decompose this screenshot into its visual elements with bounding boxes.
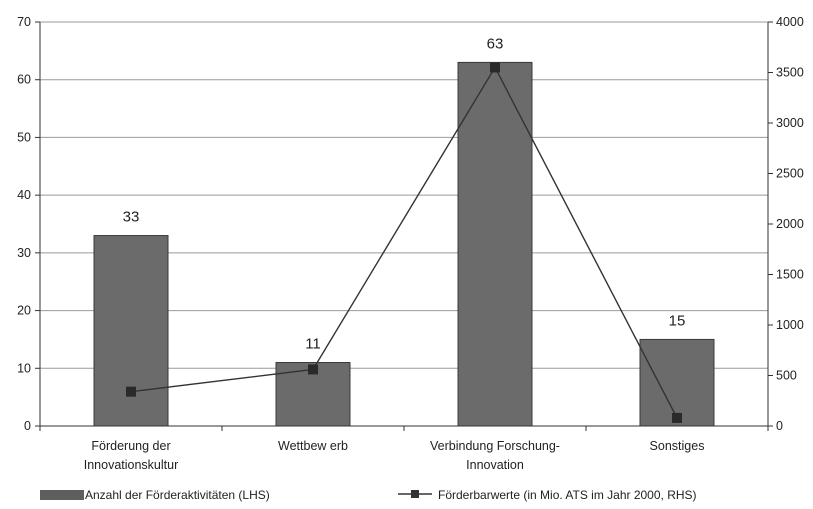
y-right-tick-label: 1500 bbox=[776, 268, 804, 282]
y-right-tick-label: 1000 bbox=[776, 318, 804, 332]
legend-line-marker bbox=[411, 490, 419, 498]
y-left-tick-label: 70 bbox=[17, 15, 31, 29]
bar-data-label: 63 bbox=[487, 35, 504, 52]
x-tick-label: Sonstiges bbox=[650, 439, 705, 453]
y-left-tick-label: 30 bbox=[17, 246, 31, 260]
y-left-tick-label: 20 bbox=[17, 304, 31, 318]
y-right-tick-label: 4000 bbox=[776, 15, 804, 29]
y-left-tick-label: 10 bbox=[17, 361, 31, 375]
y-right-tick-label: 0 bbox=[776, 419, 783, 433]
legend: Anzahl der Förderaktivitäten (LHS) Förde… bbox=[40, 488, 697, 502]
bar-series bbox=[93, 61, 715, 427]
y-left-tick-label: 0 bbox=[24, 419, 31, 433]
y-left-tick-label: 40 bbox=[17, 188, 31, 202]
line-point bbox=[126, 386, 136, 397]
y-right-tick-label: 3000 bbox=[776, 116, 804, 130]
bar-data-label: 33 bbox=[123, 209, 140, 226]
data-labels: 33 11 63 15 bbox=[123, 35, 686, 352]
bar bbox=[93, 235, 169, 427]
bar-data-label: 15 bbox=[669, 312, 686, 329]
y-left-tick-label: 60 bbox=[17, 73, 31, 87]
y-left-tick-label: 50 bbox=[17, 130, 31, 144]
line-point bbox=[672, 412, 682, 423]
x-tick-label: Wettbew erb bbox=[278, 439, 348, 453]
bar bbox=[457, 61, 533, 427]
legend-line-label: Förderbarwerte (in Mio. ATS im Jahr 2000… bbox=[438, 488, 697, 502]
y-right-tick-label: 500 bbox=[776, 369, 797, 383]
y-right-tick-label: 2000 bbox=[776, 217, 804, 231]
y-right-tick-label: 3500 bbox=[776, 66, 804, 80]
legend-bar-label: Anzahl der Förderaktivitäten (LHS) bbox=[85, 488, 270, 502]
line-series bbox=[126, 62, 682, 423]
y-right-tick-label: 2500 bbox=[776, 167, 804, 181]
legend-bar-swatch bbox=[40, 490, 84, 500]
series-line bbox=[130, 66, 678, 419]
bar bbox=[639, 338, 715, 427]
bar-data-label: 11 bbox=[305, 336, 321, 353]
x-tick-label: Verbindung Forschung-Innovation bbox=[430, 439, 560, 472]
axes: 0 10 20 30 40 50 60 70 0 500 1000 1500 2000 2500 3000 3… bbox=[17, 15, 804, 472]
x-tick-label: Förderung der Innovationskultur bbox=[84, 439, 179, 472]
line-point bbox=[490, 62, 500, 73]
line-point bbox=[308, 364, 318, 375]
